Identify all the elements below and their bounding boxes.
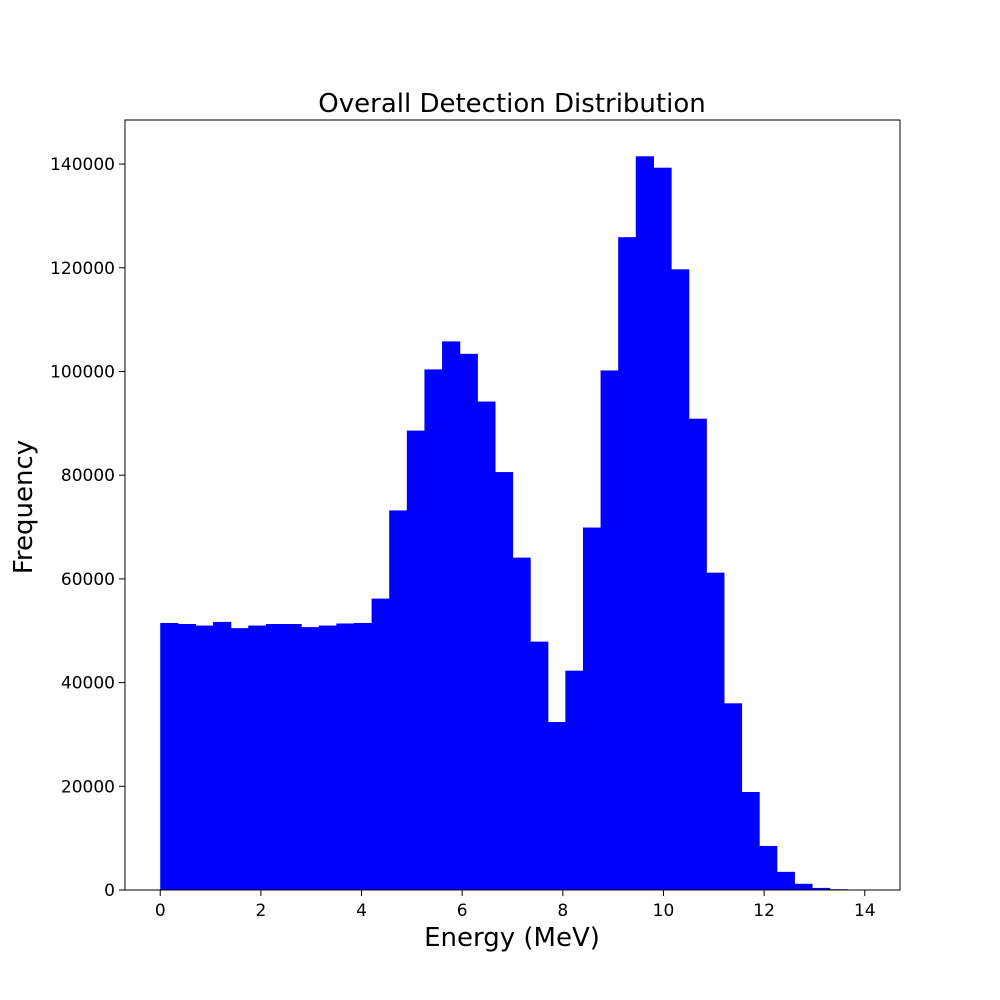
histogram-bar xyxy=(195,625,214,890)
histogram-bar xyxy=(600,370,619,890)
histogram-bar xyxy=(776,871,795,890)
chart-title: Overall Detection Distribution xyxy=(318,89,705,119)
x-tick-label: 2 xyxy=(255,901,266,921)
histogram-bar xyxy=(618,237,637,890)
histogram-bar xyxy=(213,621,232,890)
histogram-bar xyxy=(565,670,584,890)
histogram-bar xyxy=(442,341,461,890)
histogram-bar xyxy=(160,622,179,890)
histogram-bar xyxy=(424,369,443,890)
histogram-bar xyxy=(635,156,655,891)
histogram-bar xyxy=(582,527,602,890)
histogram-bar xyxy=(688,418,707,890)
y-tick-label: 140000 xyxy=(50,155,115,175)
x-tick-label: 0 xyxy=(155,901,166,921)
x-tick-label: 4 xyxy=(356,901,367,921)
histogram-bar xyxy=(371,598,390,890)
x-axis-label: Energy (MeV) xyxy=(424,923,600,953)
histogram-bar xyxy=(301,627,320,890)
y-tick-label: 20000 xyxy=(61,777,115,797)
y-tick-label: 60000 xyxy=(61,570,115,590)
histogram-bar xyxy=(477,401,496,890)
bars-group xyxy=(160,156,848,891)
histogram-bar xyxy=(811,887,831,890)
x-tick-label: 10 xyxy=(653,901,675,921)
histogram-bar xyxy=(336,623,355,890)
histogram-bar xyxy=(248,625,267,890)
y-axis-ticks: 0 20000 40000 60000 80000 100000 120000 140000 xyxy=(50,155,125,901)
y-tick-label: 120000 xyxy=(50,259,115,279)
plot-frame xyxy=(124,119,901,891)
x-tick-label: 12 xyxy=(753,901,775,921)
histogram-bar xyxy=(265,624,285,890)
histogram-bar xyxy=(723,703,743,890)
histogram-bar xyxy=(741,792,760,890)
y-tick-label: 80000 xyxy=(61,466,115,486)
histogram-bar xyxy=(230,628,249,890)
x-tick-label: 6 xyxy=(457,901,468,921)
histogram-bar xyxy=(530,641,549,890)
histogram-bar xyxy=(283,624,302,890)
x-tick-label: 8 xyxy=(557,901,568,921)
y-tick-label: 100000 xyxy=(50,362,115,382)
histogram-bar xyxy=(177,624,197,890)
histogram-bar xyxy=(512,557,531,890)
histogram-bar xyxy=(794,883,813,890)
histogram-bar xyxy=(759,845,778,890)
histogram-bar xyxy=(406,430,426,890)
y-axis-label: Frequency xyxy=(9,440,39,574)
histogram-bar xyxy=(353,622,373,890)
x-axis-ticks: 0 2 4 6 8 10 12 14 xyxy=(155,890,876,921)
y-tick-label: 0 xyxy=(104,881,115,901)
histogram-bar xyxy=(653,167,672,890)
y-tick-label: 40000 xyxy=(61,674,115,694)
histogram-bar xyxy=(671,269,690,890)
histogram-bar xyxy=(318,625,337,890)
histogram-bar xyxy=(706,572,725,890)
histogram-bar xyxy=(459,353,478,891)
histogram-bar xyxy=(547,722,566,890)
x-tick-label: 14 xyxy=(854,901,876,921)
histogram-bar xyxy=(389,510,408,890)
histogram-bar xyxy=(494,472,514,890)
